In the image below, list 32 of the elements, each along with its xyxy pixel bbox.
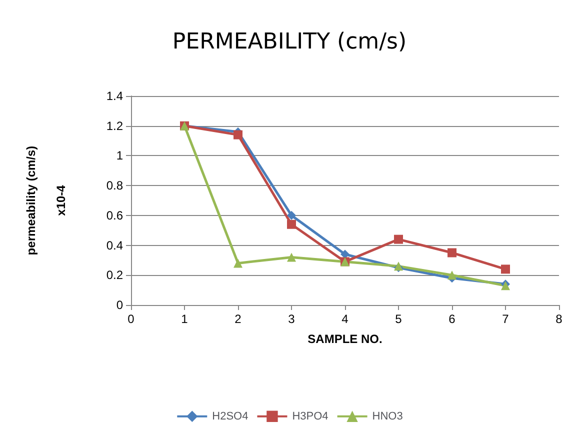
point	[501, 264, 510, 274]
x-tick-label: 8	[556, 312, 563, 326]
point	[287, 210, 296, 220]
x-tick-label: 4	[342, 312, 349, 326]
legend-label: H3PO4	[292, 410, 328, 422]
x-tick-label: 5	[395, 312, 402, 326]
y-tick-label: 0	[116, 298, 124, 312]
x-tick-label: 6	[448, 312, 456, 326]
y-tick-label: 1.2	[106, 118, 124, 133]
y-tick-label: 1.4	[106, 89, 124, 103]
point	[234, 258, 242, 268]
point	[287, 220, 296, 229]
y-tick-label: 0.8	[106, 178, 124, 193]
x-tick-label: 2	[234, 312, 242, 326]
text: permeability (cm/s) x10-4	[24, 146, 68, 256]
point	[287, 252, 296, 262]
y-tick-label: 1	[116, 148, 124, 163]
y-tick-label: 0.4	[106, 238, 124, 252]
x-tick-label: 0	[128, 312, 135, 326]
y-tick-label: 0.6	[106, 208, 124, 222]
x-tick-label: 7	[502, 312, 510, 326]
point	[234, 130, 242, 140]
point	[394, 234, 403, 244]
x-tick-label: 1	[181, 312, 188, 326]
x-axis-title: SAMPLE NO.	[308, 332, 382, 346]
y-tick-label: 0.2	[106, 268, 124, 282]
legend-label: H2SO4	[212, 410, 248, 422]
point	[448, 248, 456, 258]
x-tick-label: 3	[288, 312, 296, 326]
legend-label: HNO3	[372, 410, 403, 422]
point	[448, 270, 456, 280]
chart-title: PERMEABILITY (cm/s)	[172, 30, 407, 54]
